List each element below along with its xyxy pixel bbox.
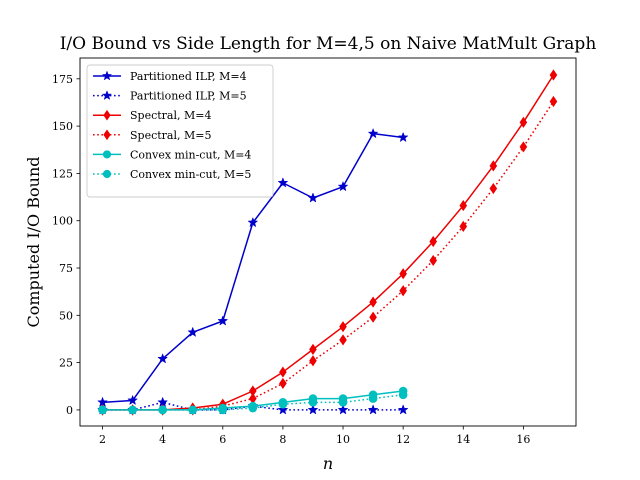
x-tick-label: 16 [516,433,530,446]
x-tick-label: 12 [396,433,410,446]
data-point [279,377,287,390]
legend-label: Spectral, M=5 [130,129,211,142]
series-1 [97,127,409,407]
data-point [157,353,169,364]
data-point [459,199,468,212]
data-point [549,95,558,108]
legend-marker [101,90,113,101]
data-point [127,394,139,406]
legend-marker [103,129,111,141]
data-point [549,69,558,81]
legend-marker [103,109,111,121]
legend-marker [102,150,112,159]
legend-label: Spectral, M=4 [130,109,211,122]
data-point [277,404,289,415]
data-point [367,404,379,415]
y-tick-label: 100 [52,215,73,228]
legend-label: Partitioned ILP, M=5 [130,90,247,103]
data-point [397,131,409,143]
data-point [519,116,528,128]
data-point [369,311,377,323]
data-point [367,127,379,139]
legend-marker [102,169,112,179]
y-tick-label: 25 [59,357,73,370]
data-point [248,403,258,413]
data-point [249,385,257,397]
data-point [337,404,349,415]
y-tick-label: 75 [59,262,73,275]
data-point [218,405,228,415]
data-point [369,296,377,308]
series-line [102,74,555,411]
legend-entry: Convex min-cut, M=4 [93,148,251,161]
y-axis-label: Computed I/O Bound [24,157,43,328]
x-axis-label: n [323,454,333,473]
data-point [337,180,349,192]
data-point [217,315,229,326]
legend-entry: Convex min-cut, M=5 [93,168,251,181]
x-tick-label: 2 [99,433,106,446]
y-tick-label: 0 [66,404,73,417]
data-point [459,220,468,232]
legend-label: Partitioned ILP, M=4 [130,70,247,83]
data-point [398,390,408,400]
data-point [98,405,107,415]
data-point [309,355,317,367]
plot-frame [79,57,577,427]
data-point [158,405,167,415]
data-point [429,235,438,248]
data-point [489,182,498,195]
legend-entry: Partitioned ILP, M=5 [93,90,247,103]
data-point [128,405,137,415]
y-tick-label: 175 [52,73,73,86]
x-tick-label: 14 [456,433,470,446]
data-point [397,404,409,415]
series-6 [98,390,408,415]
data-point [307,192,319,203]
y-tick-label: 50 [59,309,73,322]
y-tick-label: 125 [52,167,73,180]
data-point [307,404,319,415]
chart-title: I/O Bound vs Side Length for M=4,5 on Na… [60,34,597,54]
data-point [338,398,348,407]
data-point [339,334,347,346]
data-point [489,160,498,172]
plot-area [79,57,577,427]
x-tick-label: 8 [279,433,286,446]
data-point [308,398,318,407]
data-point [249,392,257,405]
legend-entry: Spectral, M=5 [93,129,211,142]
data-point [187,326,199,337]
data-point [399,268,407,280]
x-tick-label: 4 [159,433,166,446]
data-point [278,399,288,409]
data-point [188,405,198,415]
data-point [399,285,407,297]
data-point [368,394,378,403]
data-point [519,141,528,153]
legend-label: Convex min-cut, M=4 [130,148,251,161]
data-point [309,343,317,355]
legend-box [86,64,274,198]
data-point [339,321,347,333]
data-point [277,177,289,188]
axis-ticks: 2 4 6 8 10 12 14 16 0 25 50 75 100 125 150 175 [52,73,530,446]
legend-marker [101,70,113,81]
data-point [279,366,287,378]
legend: Partitioned ILP, M=4 Partitioned ILP, M=5… [86,64,274,198]
x-tick-label: 10 [336,433,350,446]
y-tick-label: 150 [52,120,73,133]
legend-entry: Spectral, M=4 [93,109,211,122]
legend-label: Convex min-cut, M=5 [130,168,251,181]
data-point [429,254,438,267]
legend-entry: Partitioned ILP, M=4 [93,70,247,83]
data-point [247,216,259,228]
x-tick-label: 6 [219,433,226,446]
